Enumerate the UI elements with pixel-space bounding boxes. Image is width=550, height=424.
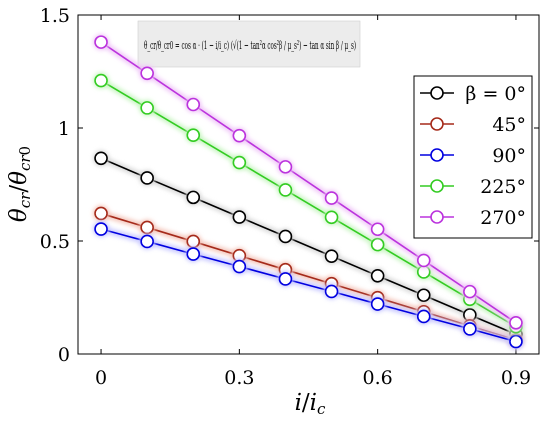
data-point: [94, 151, 108, 166]
svg-text:θcr/θcr0: θcr/θcr0: [6, 146, 34, 222]
y-tick-label: 0: [58, 344, 70, 366]
y-axis-label: θcr/θcr0: [6, 146, 34, 222]
series-4: [93, 34, 524, 331]
data-point: [232, 128, 247, 143]
data-point: [94, 222, 108, 236]
data-point: [416, 288, 431, 303]
data-point: [370, 297, 385, 311]
legend-marker: [430, 179, 444, 193]
series-line: [100, 79, 517, 328]
data-point: [232, 259, 247, 274]
data-point: [186, 190, 201, 205]
data-point: [94, 206, 108, 221]
data-point: [324, 284, 339, 299]
data-point: [416, 309, 431, 324]
data-point: [416, 253, 431, 268]
equation-text: θ_cr/θ_cr0 = cos α · (1 − i/i_c) (√(1 − …: [144, 38, 356, 52]
legend-marker: [430, 86, 444, 100]
data-point: [324, 191, 339, 205]
data-point: [370, 222, 385, 237]
legend-label: 90°: [492, 145, 526, 167]
data-point: [94, 73, 108, 88]
data-point: [278, 160, 293, 174]
data-point: [463, 322, 477, 336]
data-point: [278, 229, 293, 244]
data-point: [140, 101, 154, 115]
series-3: [93, 72, 524, 335]
data-point: [278, 272, 293, 286]
x-tick-label: 0: [95, 367, 107, 389]
legend-entry: β = 0°: [420, 83, 526, 105]
data-point: [232, 155, 247, 170]
legend-label: β = 0°: [465, 83, 526, 105]
legend-entry: 90°: [420, 145, 526, 167]
data-point: [232, 210, 247, 224]
data-point: [370, 237, 385, 252]
data-point: [140, 220, 154, 235]
series-line: [100, 41, 517, 324]
legend-label: 270°: [480, 207, 526, 229]
series-line: [100, 228, 517, 343]
series-layer: [93, 34, 524, 350]
legend-label: 225°: [480, 176, 526, 198]
series-2: [93, 221, 524, 350]
x-tick-label: 0.6: [363, 367, 393, 389]
data-point: [186, 247, 201, 261]
y-tick-label: 0.5: [40, 231, 70, 253]
legend: β = 0° 45° 90° 225° 270°: [413, 75, 533, 239]
data-point: [509, 316, 523, 330]
data-point: [186, 128, 201, 143]
series-line: [100, 212, 517, 341]
data-point: [94, 35, 108, 49]
y-tick-label: 1.5: [40, 5, 70, 27]
data-point: [278, 183, 293, 197]
legend-entry: 270°: [420, 207, 526, 229]
series-line: [100, 157, 517, 336]
data-point: [509, 334, 523, 349]
legend-entry: 45°: [420, 114, 526, 136]
legend-marker: [430, 210, 444, 224]
legend-entry: 225°: [420, 176, 526, 198]
legend-label: 45°: [492, 114, 526, 136]
x-tick-label: 0.9: [501, 367, 531, 389]
legend-marker: [430, 117, 444, 131]
data-point: [324, 249, 339, 263]
data-point: [140, 234, 154, 249]
axis-ticks: 0 0.3 0.6 0.9 0 0.5 1 1.5: [40, 5, 539, 389]
x-tick-label: 0.3: [224, 367, 254, 389]
data-point: [140, 66, 154, 81]
data-point: [370, 269, 385, 283]
data-point: [324, 210, 339, 225]
data-point: [186, 234, 201, 249]
data-point: [186, 97, 201, 112]
data-point: [463, 284, 477, 299]
legend-marker: [430, 148, 444, 162]
y-tick-label: 1: [58, 118, 70, 140]
x-axis-label: i/ic: [295, 390, 326, 418]
data-point: [140, 171, 154, 185]
equation-box: θ_cr/θ_cr0 = cos α · (1 − i/i_c) (√(1 − …: [137, 20, 361, 68]
